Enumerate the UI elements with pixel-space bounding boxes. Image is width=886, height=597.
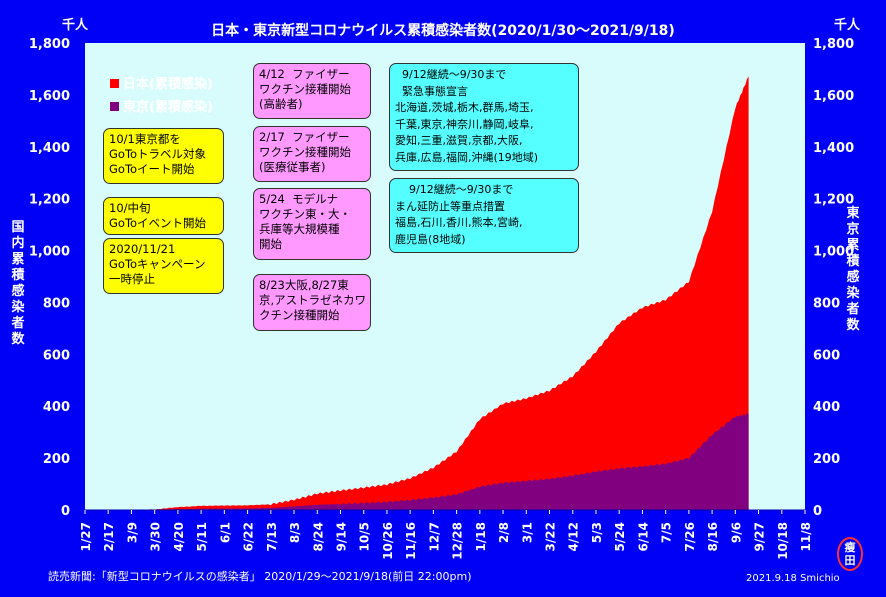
annotation-goto-travel: 10/1東京都を GoToトラベル対象 GoToイート開始 <box>103 128 224 184</box>
credit: 2021.9.18 Smichio <box>746 573 840 584</box>
annotation-emergency: 9/12継続〜9/30まで 緊急事態宣言 北海道,茨城,栃木,群馬,埼玉, 千葉… <box>389 63 579 171</box>
source-note: 読売新聞:「新型コロナウイルスの感染者」 2020/1/29〜2021/9/18… <box>48 570 472 583</box>
y-tick-label-left: 1,400 <box>29 141 70 156</box>
y-tick-label-left: 1,800 <box>29 37 70 52</box>
legend-swatch-tokyo <box>110 102 119 111</box>
y-tick-label-left: 0 <box>61 504 70 519</box>
y-tick-label-left: 1,200 <box>29 193 70 208</box>
y-tick-label-right: 400 <box>813 400 840 415</box>
x-tick-label: 7/5 <box>660 522 674 543</box>
author-stamp: 瘦田 <box>837 537 863 571</box>
y-tick-label-right: 0 <box>813 504 822 519</box>
y-tick-label-left: 1,600 <box>29 89 70 104</box>
series-area-japan <box>85 76 749 511</box>
y-tick-label-left: 800 <box>43 296 70 311</box>
y-tick-label-right: 1,600 <box>813 89 854 104</box>
y-tick-label-right: 1,400 <box>813 141 854 156</box>
annotation-pfizer-medical: 2/17 ファイザー ワクチン接種開始 (医療従事者) <box>253 126 371 182</box>
x-tick-label: 9/14 <box>334 522 348 551</box>
x-tick-label: 2/8 <box>497 522 511 543</box>
annotation-moderna: 5/24 モデルナ ワクチン東・大・ 兵庫等大規模種 開始 <box>253 188 371 260</box>
x-tick-label: 6/1 <box>218 522 232 543</box>
x-tick-label: 10/18 <box>776 522 790 560</box>
x-tick-label: 1/27 <box>79 522 93 551</box>
unit-left: 千人 <box>62 18 89 33</box>
y-tick-label-right: 1,800 <box>813 37 854 52</box>
x-tick-label: 3/9 <box>125 522 139 543</box>
x-tick-label: 1/18 <box>474 522 488 551</box>
x-tick-label: 3/22 <box>544 522 558 551</box>
legend-swatch-japan <box>110 79 119 88</box>
legend-tokyo: 東京(累積感染) <box>110 96 213 115</box>
annotation-priority: 9/12継続〜9/30まで まん延防止等重点措置 福島,石川,香川,熊本,宮崎,… <box>389 178 579 253</box>
x-tick-label: 9/27 <box>753 522 767 551</box>
y-axis-label-left: 国内累積感染者数 <box>11 220 25 347</box>
y-tick-label-left: 600 <box>43 348 70 363</box>
y-tick-label-left: 1,000 <box>29 245 70 260</box>
x-tick-label: 2/17 <box>102 522 116 551</box>
x-tick-label: 9/6 <box>729 522 743 543</box>
y-ticks-right: 0 200 400 600 800 1,000 1,200 1,400 1,600 1,800 <box>813 37 854 519</box>
legend-japan: 日本(累積感染) <box>110 73 213 92</box>
annotation-pfizer-elderly: 4/12 ファイザー ワクチン接種開始 (高齢者) <box>253 63 371 119</box>
x-ticks: 1/27 2/17 3/9 3/30 4/20 5/11 6/1 6/22 7/13 8/3 8/2… <box>79 510 813 560</box>
y-tick-label-right: 600 <box>813 348 840 363</box>
x-tick-label: 8/16 <box>706 522 720 551</box>
x-tick-label: 3/1 <box>520 522 534 543</box>
y-axis-label-right: 東京累積感染者数 <box>846 206 860 333</box>
x-tick-label: 7/26 <box>683 522 697 551</box>
annotation-astrazeneca: 8/23大阪,8/27東 京,アストラゼネカワ クチン接種開始 <box>253 274 371 331</box>
annotation-goto-event: 10/中旬 GoToイベント開始 <box>103 197 224 235</box>
series-area-tokyo <box>85 413 749 511</box>
y-tick-label-right: 200 <box>813 452 840 467</box>
x-tick-label: 8/24 <box>311 522 325 551</box>
y-tick-label-right: 1,200 <box>813 193 854 208</box>
x-tick-label: 11/8 <box>799 522 813 551</box>
x-tick-label: 5/24 <box>613 522 627 551</box>
chart-title: 日本・東京新型コロナウイルス累積感染者数(2020/1/30〜2021/9/18… <box>211 23 675 39</box>
legend-label-japan: 日本(累積感染) <box>123 77 213 92</box>
y-tick-label-left: 200 <box>43 452 70 467</box>
x-tick-label: 4/12 <box>567 522 581 551</box>
y-ticks-left: 0 200 400 600 800 1,000 1,200 1,400 1,600 1,800 <box>29 37 70 519</box>
legend-label-tokyo: 東京(累積感染) <box>123 100 213 115</box>
x-tick-label: 6/22 <box>242 522 256 551</box>
x-tick-label: 10/5 <box>358 522 372 551</box>
y-tick-label-right: 800 <box>813 296 840 311</box>
stamp-text: 瘦田 <box>844 541 856 567</box>
x-tick-label: 5/11 <box>195 522 209 551</box>
x-tick-label: 5/3 <box>590 522 604 543</box>
x-tick-label: 12/7 <box>427 522 441 551</box>
x-tick-label: 6/14 <box>636 522 650 551</box>
x-tick-label: 3/30 <box>149 522 163 551</box>
x-tick-label: 10/26 <box>381 522 395 560</box>
y-tick-label-left: 400 <box>43 400 70 415</box>
annotation-goto-stop: 2020/11/21 GoToキャンペーン 一時停止 <box>103 238 224 294</box>
x-tick-label: 4/20 <box>172 522 186 551</box>
x-tick-label: 8/3 <box>288 522 302 543</box>
x-tick-label: 7/13 <box>265 522 279 551</box>
unit-right: 千人 <box>834 18 861 33</box>
y-tick-label-right: 1,000 <box>813 245 854 260</box>
series-layer <box>85 76 749 511</box>
x-tick-label: 11/16 <box>404 522 418 560</box>
x-tick-label: 12/28 <box>451 522 465 560</box>
